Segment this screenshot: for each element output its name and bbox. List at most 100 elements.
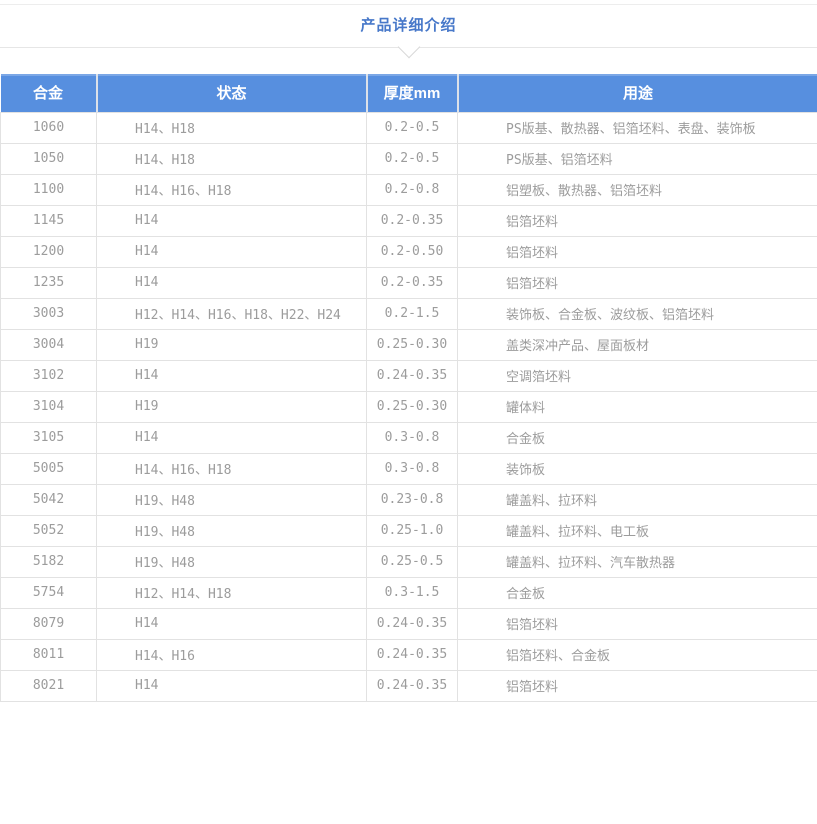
cell-temper: H14、H18 — [97, 143, 367, 174]
cell-thickness: 0.3-0.8 — [367, 453, 458, 484]
cell-thickness: 0.2-0.35 — [367, 205, 458, 236]
cell-usage: 罐盖料、拉环料 — [458, 484, 817, 515]
column-header-alloy: 合金 — [1, 74, 97, 112]
cell-thickness: 0.24-0.35 — [367, 360, 458, 391]
cell-alloy: 3004 — [1, 329, 97, 360]
cell-temper: H12、H14、H16、H18、H22、H24 — [97, 298, 367, 329]
cell-alloy: 1235 — [1, 267, 97, 298]
cell-thickness: 0.2-0.5 — [367, 143, 458, 174]
cell-alloy: 5052 — [1, 515, 97, 546]
cell-usage: 铝箔坯料 — [458, 670, 817, 701]
cell-usage: 铝箔坯料 — [458, 236, 817, 267]
cell-thickness: 0.25-0.30 — [367, 391, 458, 422]
cell-temper: H12、H14、H18 — [97, 577, 367, 608]
cell-usage: 装饰板 — [458, 453, 817, 484]
cell-alloy: 5005 — [1, 453, 97, 484]
cell-temper: H14 — [97, 422, 367, 453]
cell-thickness: 0.24-0.35 — [367, 608, 458, 639]
cell-usage: PS版基、铝箔坯料 — [458, 143, 817, 174]
cell-temper: H19 — [97, 329, 367, 360]
cell-temper: H14、H16、H18 — [97, 453, 367, 484]
cell-usage: 铝塑板、散热器、铝箔坯料 — [458, 174, 817, 205]
cell-alloy: 3104 — [1, 391, 97, 422]
cell-thickness: 0.2-0.50 — [367, 236, 458, 267]
cell-temper: H19、H48 — [97, 546, 367, 577]
cell-usage: PS版基、散热器、铝箔坯料、表盘、装饰板 — [458, 112, 817, 143]
cell-usage: 铝箔坯料 — [458, 267, 817, 298]
cell-usage: 空调箔坯料 — [458, 360, 817, 391]
cell-thickness: 0.3-1.5 — [367, 577, 458, 608]
cell-alloy: 5182 — [1, 546, 97, 577]
column-header-temper: 状态 — [97, 74, 367, 112]
cell-thickness: 0.24-0.35 — [367, 639, 458, 670]
cell-alloy: 3003 — [1, 298, 97, 329]
cell-usage: 装饰板、合金板、波纹板、铝箔坯料 — [458, 298, 817, 329]
cell-thickness: 0.25-1.0 — [367, 515, 458, 546]
cell-thickness: 0.2-0.35 — [367, 267, 458, 298]
cell-temper: H14、H16、H18 — [97, 174, 367, 205]
cell-usage: 合金板 — [458, 577, 817, 608]
cell-alloy: 3102 — [1, 360, 97, 391]
cell-alloy: 1060 — [1, 112, 97, 143]
column-header-thickness: 厚度mm — [367, 74, 458, 112]
cell-thickness: 0.3-0.8 — [367, 422, 458, 453]
cell-usage: 罐盖料、拉环料、汽车散热器 — [458, 546, 817, 577]
cell-usage: 铝箔坯料、合金板 — [458, 639, 817, 670]
cell-thickness: 0.2-0.8 — [367, 174, 458, 205]
cell-thickness: 0.23-0.8 — [367, 484, 458, 515]
cell-temper: H19 — [97, 391, 367, 422]
cell-thickness: 0.25-0.30 — [367, 329, 458, 360]
cell-thickness: 0.2-0.5 — [367, 112, 458, 143]
page-title: 产品详细介绍 — [0, 5, 817, 38]
column-header-usage: 用途 — [458, 74, 817, 112]
cell-alloy: 8079 — [1, 608, 97, 639]
chevron-down-icon — [397, 36, 420, 59]
cell-usage: 铝箔坯料 — [458, 608, 817, 639]
cell-usage: 铝箔坯料 — [458, 205, 817, 236]
cell-alloy: 8011 — [1, 639, 97, 670]
cell-temper: H14 — [97, 360, 367, 391]
cell-alloy: 5754 — [1, 577, 97, 608]
cell-temper: H14 — [97, 205, 367, 236]
cell-temper: H14 — [97, 670, 367, 701]
cell-usage: 罐盖料、拉环料、电工板 — [458, 515, 817, 546]
cell-alloy: 1050 — [1, 143, 97, 174]
cell-temper: H19、H48 — [97, 484, 367, 515]
cell-thickness: 0.24-0.35 — [367, 670, 458, 701]
cell-thickness: 0.2-1.5 — [367, 298, 458, 329]
cell-alloy: 8021 — [1, 670, 97, 701]
cell-usage: 罐体料 — [458, 391, 817, 422]
section-divider — [0, 47, 817, 48]
cell-alloy: 1100 — [1, 174, 97, 205]
cell-thickness: 0.25-0.5 — [367, 546, 458, 577]
cell-usage: 盖类深冲产品、屋面板材 — [458, 329, 817, 360]
cell-temper: H14、H16 — [97, 639, 367, 670]
cell-alloy: 5042 — [1, 484, 97, 515]
cell-alloy: 1200 — [1, 236, 97, 267]
cell-usage: 合金板 — [458, 422, 817, 453]
cell-temper: H14 — [97, 608, 367, 639]
